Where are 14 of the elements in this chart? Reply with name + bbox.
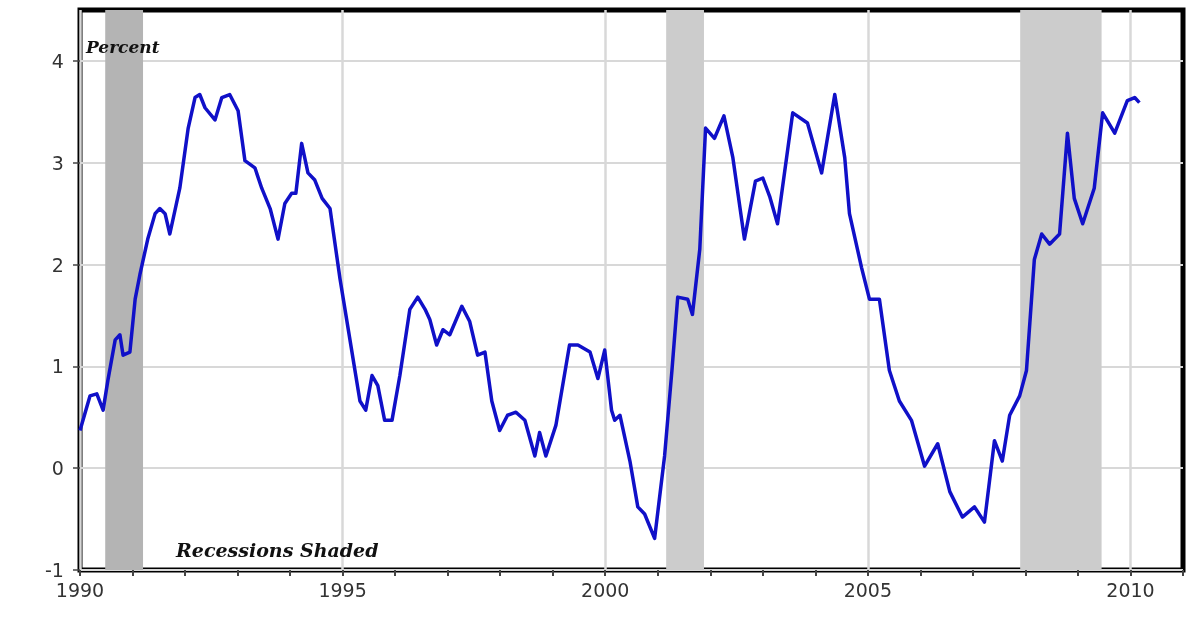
annotation: Recessions Shaded — [175, 538, 379, 561]
y-tick-label: 0 — [51, 457, 76, 480]
x-tick-label: 2005 — [843, 578, 893, 601]
y-tick-label: 1 — [51, 355, 76, 378]
x-tick-label: 1990 — [55, 578, 105, 601]
y-tick-label: 4 — [51, 49, 76, 72]
x-tick-label: 2010 — [1106, 578, 1155, 601]
x-tick-label: 2000 — [581, 578, 630, 601]
y-tick-label: 2 — [51, 253, 76, 276]
x-tick-label: 1995 — [318, 578, 367, 601]
y-tick-label: 3 — [51, 151, 76, 174]
line-series — [78, 92, 1142, 541]
y-axis-title: Percent — [85, 36, 160, 57]
y-tick-label: -1 — [44, 559, 76, 581]
